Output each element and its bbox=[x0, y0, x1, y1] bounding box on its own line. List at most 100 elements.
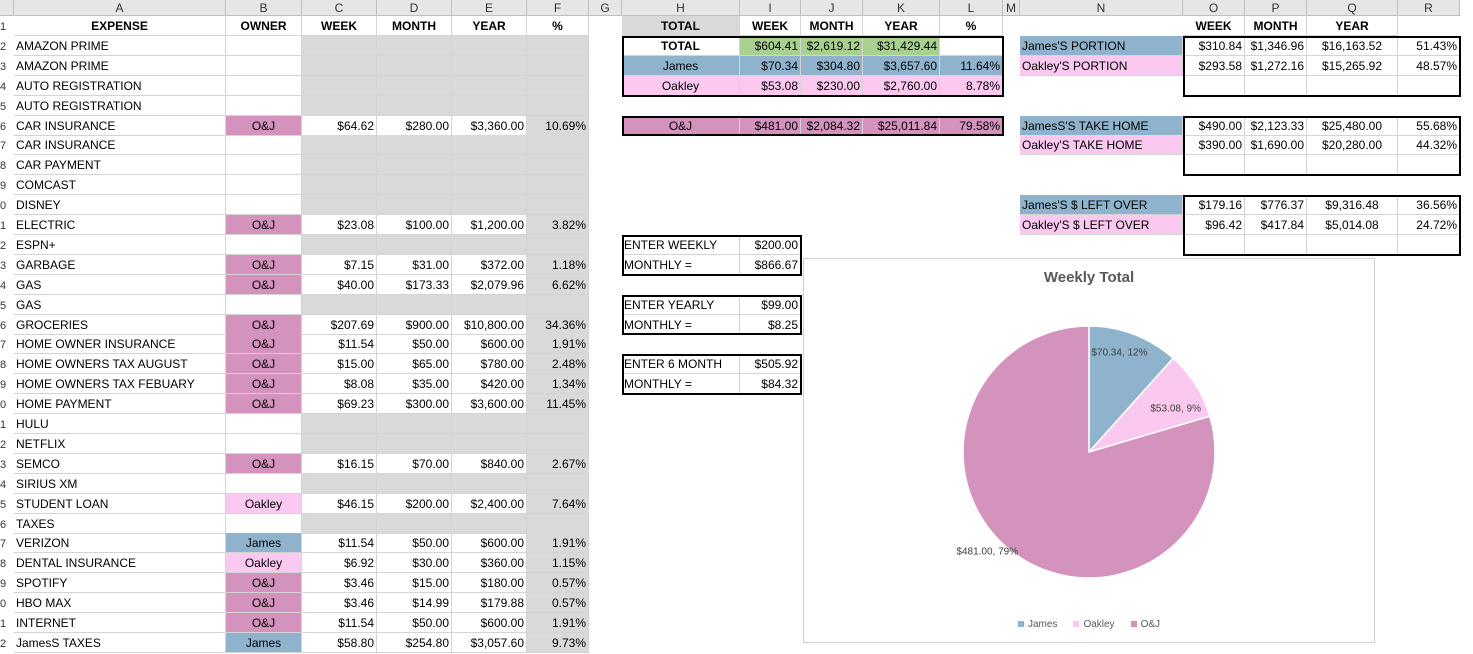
week-cell[interactable]: $207.69 bbox=[302, 314, 377, 335]
month-cell[interactable] bbox=[377, 155, 452, 176]
row-number[interactable]: 2 bbox=[0, 438, 7, 451]
column-header-j[interactable]: J bbox=[801, 0, 863, 16]
expense-name-cell[interactable]: AUTO REGISTRATION bbox=[14, 95, 226, 116]
expense-name-cell[interactable]: SIRIUS XM bbox=[14, 473, 226, 494]
month-cell[interactable]: $50.00 bbox=[377, 613, 452, 633]
row-number[interactable]: 0 bbox=[0, 598, 7, 611]
percent-cell[interactable] bbox=[527, 75, 589, 96]
totals-header[interactable]: TOTAL bbox=[622, 16, 740, 36]
percent-cell[interactable]: 1.34% bbox=[527, 374, 589, 395]
summary-year[interactable]: $15,265.92 bbox=[1307, 55, 1398, 76]
owner-cell[interactable]: O&J bbox=[226, 115, 302, 136]
week-cell[interactable]: $23.08 bbox=[302, 215, 377, 235]
week-cell[interactable]: $7.15 bbox=[302, 254, 377, 275]
calculator-result-label[interactable]: MONTHLY = bbox=[622, 374, 740, 395]
totals-header[interactable]: MONTH bbox=[801, 16, 863, 36]
left-over-blank[interactable] bbox=[1183, 234, 1245, 255]
week-cell[interactable]: $16.15 bbox=[302, 453, 377, 474]
column-header-p[interactable]: P bbox=[1245, 0, 1307, 16]
year-cell[interactable] bbox=[452, 35, 527, 56]
row-number[interactable]: 6 bbox=[0, 518, 7, 531]
expense-name-cell[interactable]: SEMCO bbox=[14, 453, 226, 474]
month-cell[interactable] bbox=[377, 75, 452, 96]
summary-month[interactable]: $1,690.00 bbox=[1245, 135, 1307, 156]
row-number[interactable]: 8 bbox=[0, 558, 7, 571]
week-cell[interactable]: $3.46 bbox=[302, 573, 377, 594]
week-cell[interactable] bbox=[302, 75, 377, 96]
summary-week[interactable]: $179.16 bbox=[1183, 195, 1245, 216]
year-cell[interactable] bbox=[452, 414, 527, 434]
percent-cell[interactable] bbox=[527, 175, 589, 196]
week-cell[interactable] bbox=[302, 294, 377, 315]
summary-month[interactable]: $776.37 bbox=[1245, 195, 1307, 216]
expense-column-header[interactable]: YEAR bbox=[452, 16, 527, 36]
expense-name-cell[interactable]: NETFLIX bbox=[14, 433, 226, 454]
expense-name-cell[interactable]: CAR PAYMENT bbox=[14, 155, 226, 176]
owner-cell[interactable]: O&J bbox=[226, 453, 302, 474]
expense-name-cell[interactable]: HOME OWNER INSURANCE bbox=[14, 334, 226, 355]
totals-month[interactable]: $2,619.12 bbox=[801, 35, 863, 56]
row-number[interactable]: 2 bbox=[0, 239, 7, 252]
totals-percent[interactable] bbox=[940, 35, 1003, 56]
totals-header[interactable]: % bbox=[940, 16, 1003, 36]
percent-cell[interactable] bbox=[527, 294, 589, 315]
owner-cell[interactable]: Oakley bbox=[226, 493, 302, 514]
expense-name-cell[interactable]: INTERNET bbox=[14, 613, 226, 633]
expense-name-cell[interactable]: GAS bbox=[14, 294, 226, 315]
expense-name-cell[interactable]: HOME OWNERS TAX FEBUARY bbox=[14, 374, 226, 395]
week-cell[interactable]: $11.54 bbox=[302, 533, 377, 554]
year-cell[interactable]: $2,400.00 bbox=[452, 493, 527, 514]
left-over-blank[interactable] bbox=[1307, 234, 1398, 255]
month-cell[interactable] bbox=[377, 473, 452, 494]
expense-name-cell[interactable]: CAR INSURANCE bbox=[14, 115, 226, 136]
totals-row-label[interactable]: O&J bbox=[622, 115, 740, 136]
row-number[interactable]: 2 bbox=[0, 637, 7, 650]
summary-year[interactable]: $5,014.08 bbox=[1307, 215, 1398, 235]
owner-cell[interactable] bbox=[226, 35, 302, 56]
year-cell[interactable] bbox=[452, 473, 527, 494]
summary-year[interactable]: $9,316.48 bbox=[1307, 195, 1398, 216]
column-header-e[interactable]: E bbox=[452, 0, 527, 16]
expense-column-header[interactable]: WEEK bbox=[302, 16, 377, 36]
calculator-result-label[interactable]: MONTHLY = bbox=[622, 254, 740, 275]
summary-percent[interactable]: 48.57% bbox=[1398, 55, 1460, 76]
row-number[interactable]: 3 bbox=[0, 60, 7, 73]
expense-name-cell[interactable]: STUDENT LOAN bbox=[14, 493, 226, 514]
year-cell[interactable] bbox=[452, 55, 527, 76]
owner-cell[interactable] bbox=[226, 473, 302, 494]
pie-slice-james[interactable] bbox=[1088, 325, 1175, 454]
year-cell[interactable]: $840.00 bbox=[452, 453, 527, 474]
owner-cell[interactable]: O&J bbox=[226, 573, 302, 594]
expense-name-cell[interactable]: DISNEY bbox=[14, 195, 226, 216]
calculator-result[interactable]: $8.25 bbox=[740, 314, 801, 335]
calculator-label[interactable]: ENTER WEEKLY bbox=[622, 234, 740, 255]
week-cell[interactable] bbox=[302, 433, 377, 454]
week-cell[interactable] bbox=[302, 175, 377, 196]
percent-cell[interactable]: 1.15% bbox=[527, 553, 589, 574]
expense-name-cell[interactable]: HOME PAYMENT bbox=[14, 394, 226, 415]
week-cell[interactable] bbox=[302, 135, 377, 156]
percent-cell[interactable] bbox=[527, 473, 589, 494]
legend-item[interactable]: Oakley bbox=[1073, 619, 1115, 630]
year-cell[interactable]: $600.00 bbox=[452, 533, 527, 554]
legend-item[interactable]: James bbox=[1017, 619, 1057, 630]
year-cell[interactable] bbox=[452, 135, 527, 156]
year-cell[interactable]: $2,079.96 bbox=[452, 274, 527, 295]
expense-name-cell[interactable]: TAXES bbox=[14, 513, 226, 534]
row-number[interactable]: 1 bbox=[0, 21, 7, 33]
week-cell[interactable]: $3.46 bbox=[302, 593, 377, 614]
summary-month[interactable]: $2,123.33 bbox=[1245, 115, 1307, 136]
expense-column-header[interactable]: % bbox=[527, 16, 589, 36]
year-cell[interactable] bbox=[452, 513, 527, 534]
row-number[interactable]: 0 bbox=[0, 200, 7, 213]
column-header-a[interactable]: A bbox=[14, 0, 226, 16]
column-header-i[interactable]: I bbox=[740, 0, 801, 16]
owner-cell[interactable] bbox=[226, 175, 302, 196]
totals-month[interactable]: $230.00 bbox=[801, 75, 863, 96]
year-cell[interactable]: $10,800.00 bbox=[452, 314, 527, 335]
portion-blank[interactable] bbox=[1183, 75, 1245, 96]
calculator-input[interactable]: $99.00 bbox=[740, 294, 801, 315]
weekly-total-pie-chart[interactable]: Weekly Total $70.34, 12% $53.08, 9% $481.0… bbox=[803, 258, 1375, 643]
expense-column-header[interactable]: MONTH bbox=[377, 16, 452, 36]
month-cell[interactable]: $173.33 bbox=[377, 274, 452, 295]
